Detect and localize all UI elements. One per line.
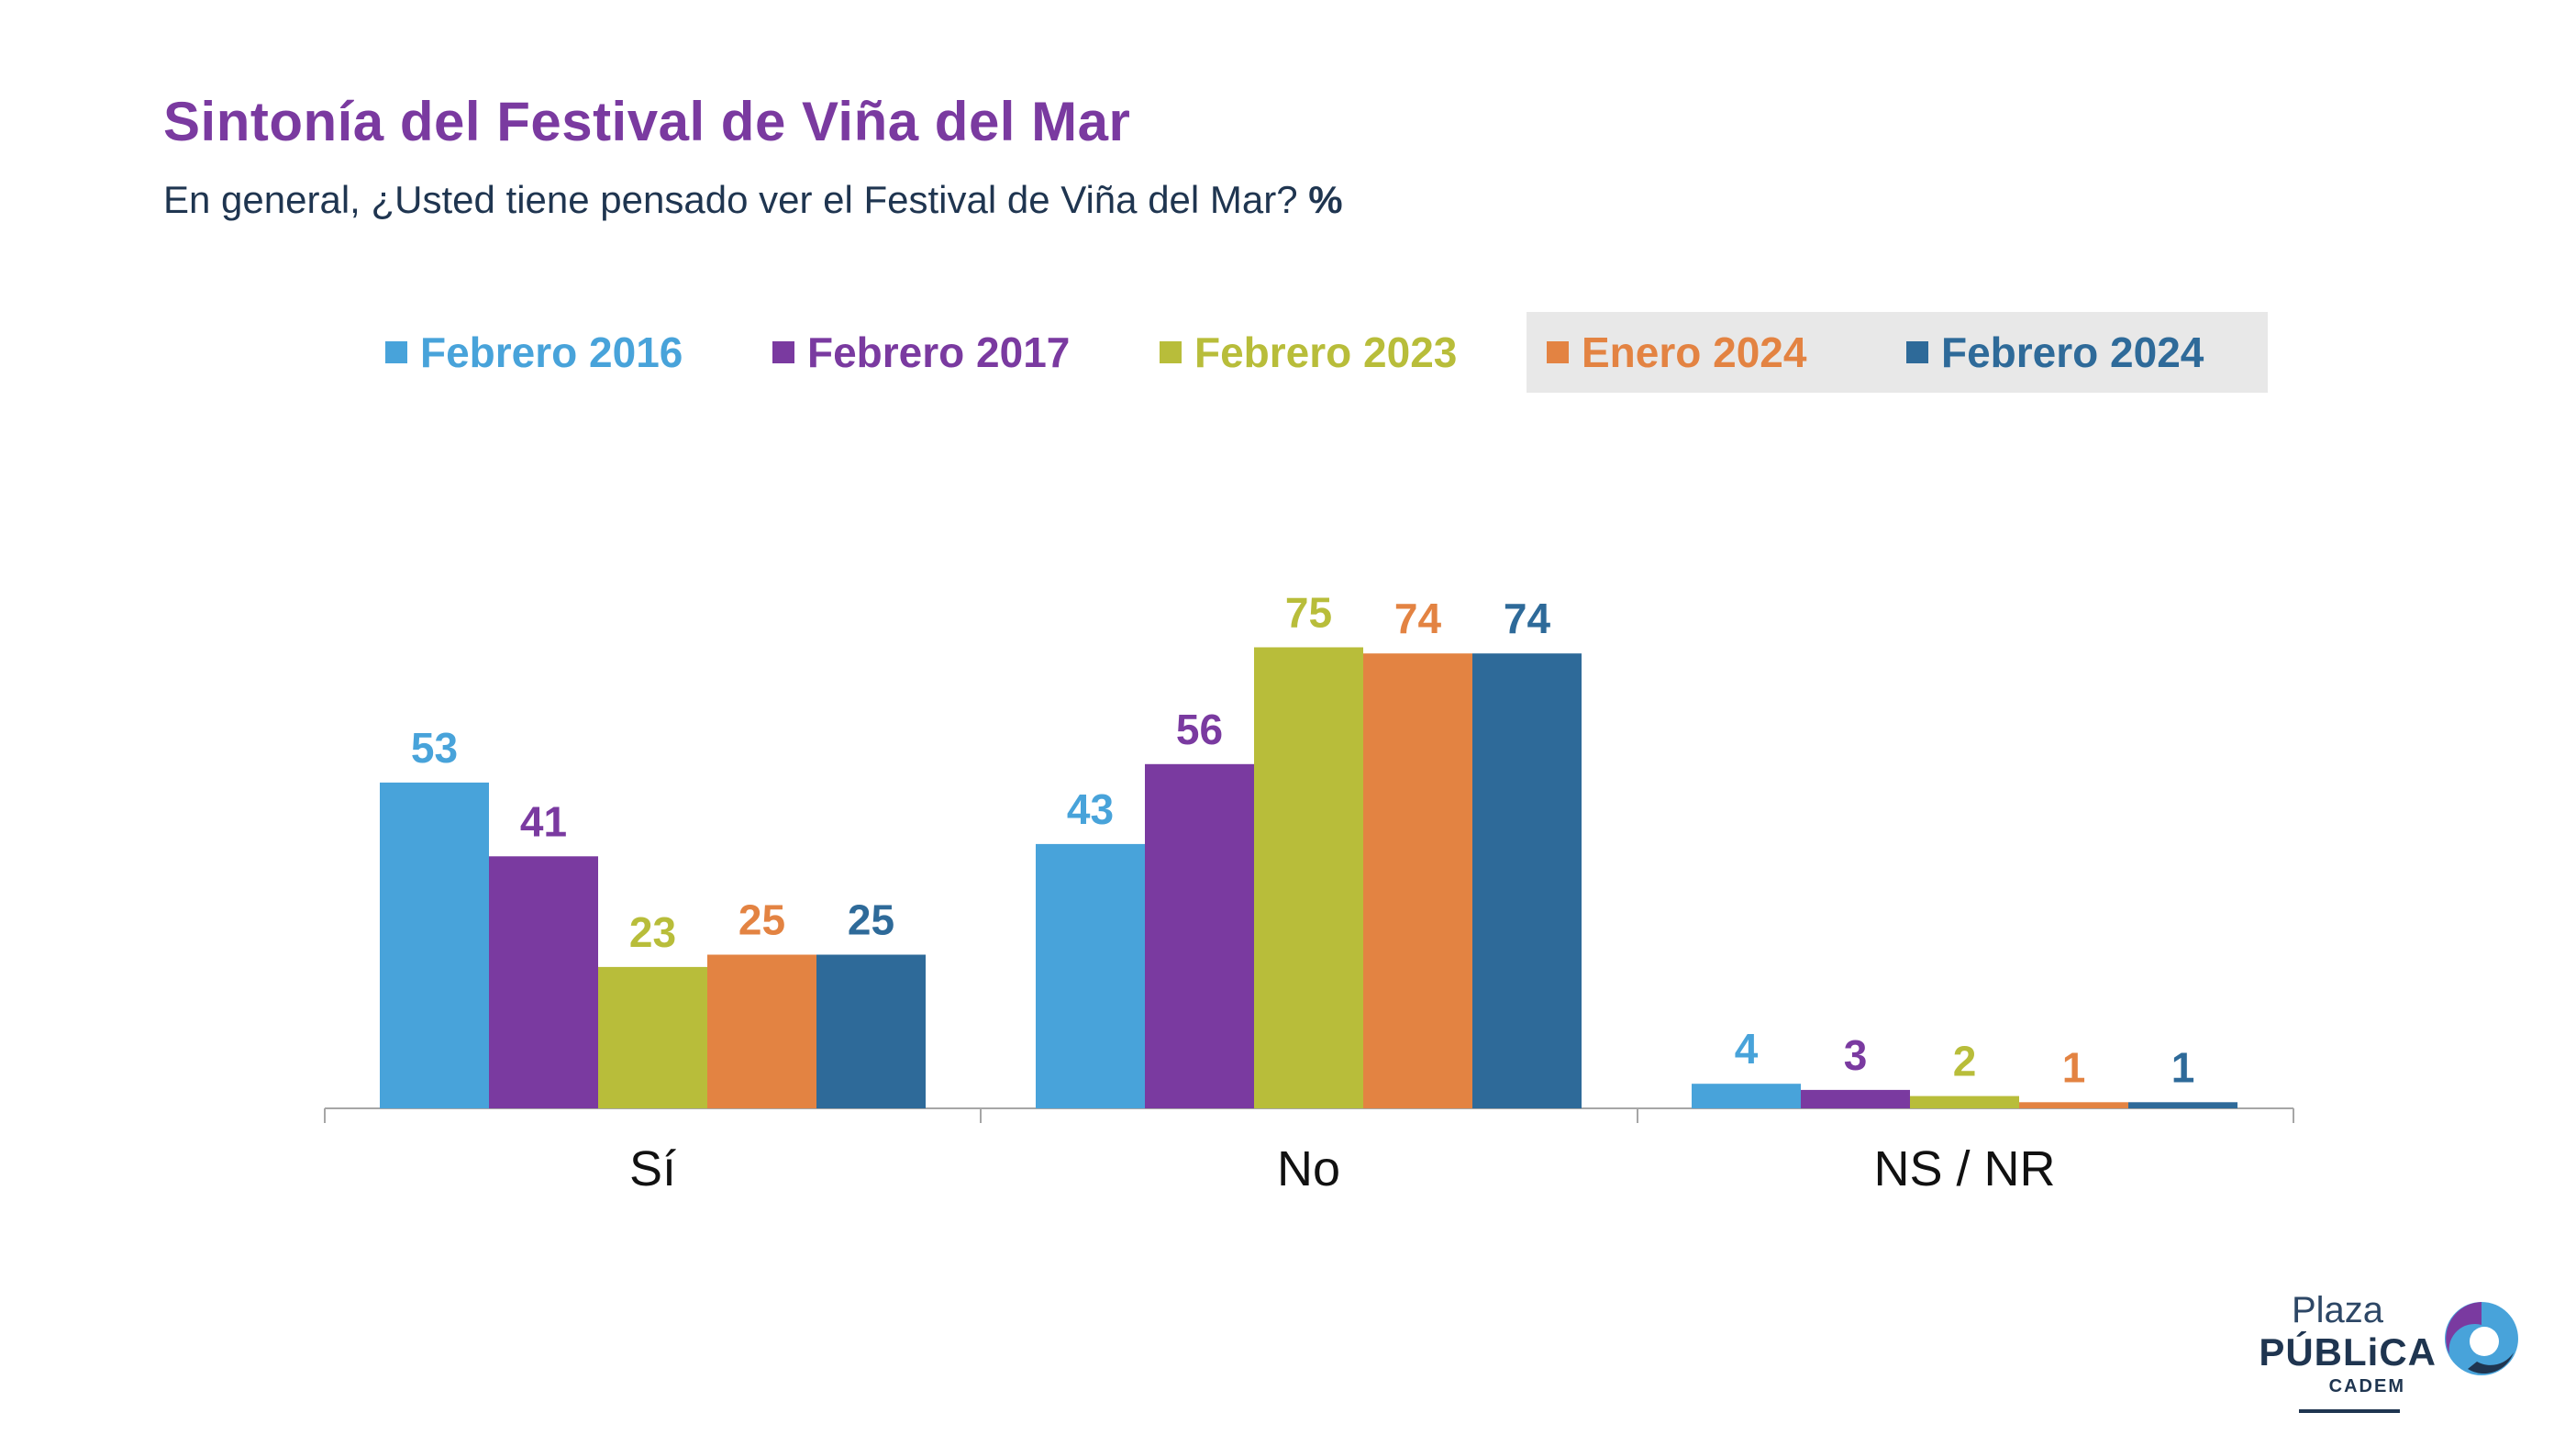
- bar: [1910, 1096, 2019, 1108]
- chart-title: Sintonía del Festival de Viña del Mar: [163, 91, 1131, 152]
- category-label: Sí: [629, 1141, 676, 1196]
- chart-legend: Febrero 2016 Febrero 2017 Febrero 2023 E…: [363, 312, 2268, 393]
- logo-text-cadem: CADEM: [2328, 1376, 2405, 1396]
- chart-subtitle: En general, ¿Usted tiene pensado ver el …: [163, 178, 1343, 222]
- legend-label: Febrero 2024: [1941, 328, 2204, 376]
- data-label: 1: [2062, 1043, 2086, 1091]
- data-label: 1: [2171, 1043, 2195, 1091]
- bar: [1145, 763, 1254, 1108]
- legend-label: Enero 2024: [1582, 328, 1807, 376]
- data-label: 25: [848, 896, 894, 944]
- subtitle-text: En general, ¿Usted tiene pensado ver el …: [163, 178, 1298, 221]
- logo-underline: [2299, 1409, 2400, 1413]
- legend-swatch: [772, 341, 794, 363]
- bar: [1363, 653, 1472, 1108]
- logo-text-plaza: Plaza: [2291, 1290, 2383, 1330]
- legend-swatch: [385, 341, 407, 363]
- data-label: 75: [1285, 589, 1332, 637]
- data-label: 53: [411, 724, 458, 772]
- bar: [1472, 653, 1582, 1108]
- data-label: 23: [629, 908, 676, 956]
- category-label: No: [1277, 1141, 1340, 1196]
- subtitle-unit: %: [1308, 178, 1343, 221]
- legend-item-feb-2024: Febrero 2024: [1906, 312, 2204, 393]
- data-label: 74: [1394, 595, 1442, 642]
- data-label: 3: [1844, 1031, 1868, 1079]
- data-label: 43: [1067, 785, 1114, 833]
- bar: [1801, 1089, 1910, 1108]
- bar: [598, 966, 707, 1108]
- bar: [816, 954, 926, 1108]
- logo-text-publica: PÚBLiCA: [2259, 1330, 2437, 1374]
- bar: [2128, 1102, 2237, 1108]
- legend-swatch: [1160, 341, 1182, 363]
- legend-highlight: [1527, 312, 2268, 393]
- data-label: 74: [1504, 595, 1551, 642]
- legend-swatch: [1906, 341, 1928, 363]
- legend-item-feb-2017: Febrero 2017: [772, 312, 1070, 393]
- legend-label: Febrero 2017: [807, 328, 1071, 376]
- logo-swirl-icon: [2445, 1302, 2518, 1375]
- legend-item-feb-2016: Febrero 2016: [385, 312, 683, 393]
- data-label: 2: [1953, 1038, 1977, 1085]
- category-label: NS / NR: [1873, 1141, 2055, 1196]
- legend-swatch: [1547, 341, 1569, 363]
- plaza-publica-logo: Plaza PÚBLiCA CADEM: [2259, 1277, 2523, 1415]
- bar: [380, 782, 489, 1108]
- data-label: 41: [520, 797, 567, 845]
- bar: [1692, 1084, 1801, 1108]
- legend-item-ene-2024: Enero 2024: [1547, 312, 1806, 393]
- bar: [489, 856, 598, 1108]
- bar: [2019, 1102, 2128, 1108]
- data-label: 56: [1176, 706, 1223, 753]
- bar: [1254, 647, 1363, 1108]
- data-label: 4: [1735, 1025, 1759, 1073]
- data-label: 25: [738, 896, 785, 944]
- bar: [1036, 843, 1145, 1108]
- legend-label: Febrero 2016: [420, 328, 683, 376]
- legend-label: Febrero 2023: [1194, 328, 1458, 376]
- bar: [707, 954, 816, 1108]
- legend-item-feb-2023: Febrero 2023: [1160, 312, 1457, 393]
